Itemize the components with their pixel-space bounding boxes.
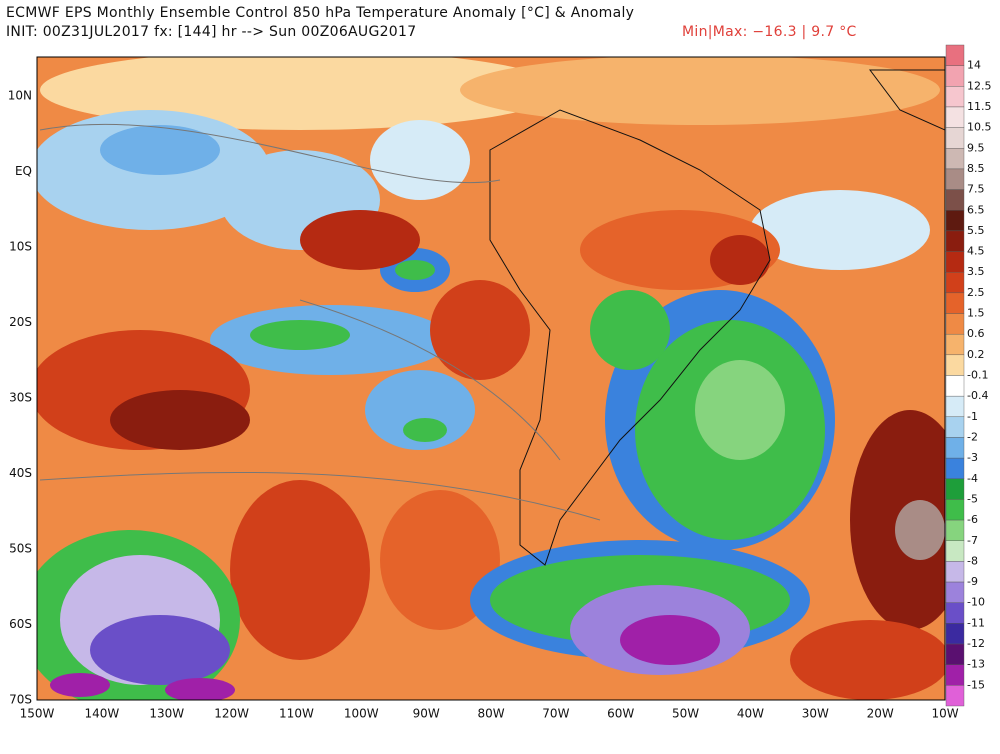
colorbar-swatch xyxy=(945,127,965,149)
map-frame xyxy=(36,56,946,701)
colorbar-swatch xyxy=(945,395,965,418)
colorbar-swatch xyxy=(945,272,965,294)
colorbar-label: -3 xyxy=(967,451,978,464)
colorbar-swatch xyxy=(945,251,965,273)
lat-label: 60S xyxy=(9,617,32,631)
colorbar-swatch xyxy=(945,437,965,459)
lat-label: 30S xyxy=(9,391,32,405)
lat-label: 10S xyxy=(9,240,32,254)
colorbar-swatch xyxy=(945,375,965,397)
lon-label: 70W xyxy=(542,707,569,721)
colorbar-swatch xyxy=(945,416,965,438)
colorbar-swatch xyxy=(945,354,965,376)
colorbar-label: 0.2 xyxy=(967,348,985,361)
lon-label: 20W xyxy=(867,707,894,721)
lon-label: 150W xyxy=(20,707,55,721)
lon-label: 10W xyxy=(931,707,958,721)
lon-label: 40W xyxy=(737,707,764,721)
colorbar-swatch xyxy=(945,623,965,645)
init-line: INIT: 00Z31JUL2017 fx: [144] hr --> Sun … xyxy=(6,24,416,40)
lon-label: 100W xyxy=(344,707,379,721)
colorbar-label: 10.5 xyxy=(967,121,992,134)
lat-label: 40S xyxy=(9,466,32,480)
colorbar-label: 14 xyxy=(967,59,981,72)
map-field xyxy=(37,57,945,700)
colorbar-label: 1.5 xyxy=(967,307,985,320)
colorbar-label: 4.5 xyxy=(967,245,985,258)
colorbar-label: 6.5 xyxy=(967,203,985,216)
lon-label: 50W xyxy=(672,707,699,721)
colorbar-swatch xyxy=(945,643,965,665)
colorbar-label: -4 xyxy=(967,472,978,485)
colorbar-label: 7.5 xyxy=(967,183,985,196)
colorbar-label: -6 xyxy=(967,513,978,526)
lon-label: 60W xyxy=(607,707,634,721)
colorbar-swatch xyxy=(945,210,965,232)
colorbar-label: 5.5 xyxy=(967,224,985,237)
colorbar-label: 12.5 xyxy=(967,79,992,92)
lat-label: 10N xyxy=(8,89,32,103)
lat-label: 50S xyxy=(9,542,32,556)
colorbar-label: -11 xyxy=(967,616,985,629)
colorbar-swatch xyxy=(945,457,965,479)
lat-label: EQ xyxy=(15,164,32,178)
colorbar-swatch xyxy=(945,664,965,686)
colorbar-swatch xyxy=(945,148,965,170)
lon-label: 140W xyxy=(84,707,119,721)
colorbar-swatch xyxy=(945,478,965,500)
colorbar-label: -8 xyxy=(967,554,978,567)
colorbar-swatch xyxy=(945,292,965,314)
colorbar-swatch xyxy=(945,65,965,87)
lat-label: 70S xyxy=(9,693,32,707)
colorbar-swatch xyxy=(945,44,965,66)
colorbar-label: -5 xyxy=(967,492,978,505)
colorbar-swatch xyxy=(945,581,965,603)
colorbar-swatch xyxy=(945,333,965,356)
colorbar-swatch xyxy=(945,561,965,583)
lon-label: 130W xyxy=(149,707,184,721)
colorbar-swatch xyxy=(945,685,965,707)
colorbar-swatch xyxy=(945,602,965,624)
colorbar-swatch xyxy=(945,168,965,190)
lat-label: 20S xyxy=(9,315,32,329)
colorbar-label: -9 xyxy=(967,575,978,588)
colorbar-swatch xyxy=(945,86,965,108)
colorbar-swatch xyxy=(945,230,965,252)
colorbar-swatch xyxy=(945,519,965,541)
min-max: Min|Max: −16.3 | 9.7 °C xyxy=(682,24,857,40)
colorbar-label: 9.5 xyxy=(967,141,985,154)
colorbar-label: 3.5 xyxy=(967,265,985,278)
colorbar-label: -10 xyxy=(967,596,985,609)
lon-label: 90W xyxy=(413,707,440,721)
colorbar-swatch xyxy=(945,499,965,521)
colorbar-label: -1 xyxy=(967,410,978,423)
lon-label: 110W xyxy=(279,707,314,721)
lon-label: 30W xyxy=(802,707,829,721)
colorbar-label: 0.6 xyxy=(967,327,985,340)
colorbar-label: -15 xyxy=(967,678,985,691)
colorbar-label: -2 xyxy=(967,430,978,443)
colorbar-label: 2.5 xyxy=(967,286,985,299)
colorbar-swatch xyxy=(945,313,965,335)
colorbar-label: 11.5 xyxy=(967,100,992,113)
title: ECMWF EPS Monthly Ensemble Control 850 h… xyxy=(6,5,634,21)
colorbar-label: -0.1 xyxy=(967,369,988,382)
lon-label: 80W xyxy=(477,707,504,721)
lon-label: 120W xyxy=(214,707,249,721)
colorbar-label: -13 xyxy=(967,658,985,671)
colorbar-swatch xyxy=(945,106,965,128)
colorbar-label: -7 xyxy=(967,534,978,547)
colorbar-label: -12 xyxy=(967,637,985,650)
colorbar-label: 8.5 xyxy=(967,162,985,175)
colorbar-swatch xyxy=(945,189,965,211)
colorbar-label: -0.4 xyxy=(967,389,988,402)
colorbar-swatch xyxy=(945,540,965,562)
